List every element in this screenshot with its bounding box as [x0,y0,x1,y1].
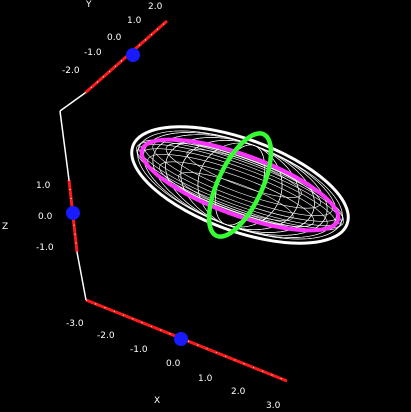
wireframe-latitude-line [159,161,315,227]
z-tick-label: -1.0 [36,243,54,253]
wireframe-longitude-line [143,132,337,238]
ellipsoid-longitude-lines [137,130,343,240]
z-axis: Z 1.0 0.0 -1.0 [2,110,87,301]
x-tick-label: 1.0 [198,374,213,384]
y-axis-name: Y [85,0,92,10]
x-axis-ticks [85,299,288,382]
x-tick-label: 0.0 [166,359,181,369]
z-tick-label: 0.0 [38,212,53,222]
ellipsoid-wireframe[interactable] [113,92,367,278]
z-axis-white-line-upper [59,110,70,181]
green-ring[interactable] [196,125,283,245]
y-tick-label: 1.0 [127,16,142,26]
x-tick-label: -1.0 [130,345,148,355]
x-tick-label: 2.0 [231,387,246,397]
z-axis-white-line-lower [76,251,87,301]
x-tick-label: -3.0 [66,319,84,329]
y-tick-label: -2.0 [62,66,80,76]
y-axis-marker[interactable] [126,48,140,62]
wireframe-longitude-line [143,132,337,238]
z-tick-label: 1.0 [36,181,51,191]
y-axis-red-segment [84,19,168,95]
y-tick-label: 0.0 [107,33,122,43]
wireframe-latitude-line [165,143,321,209]
z-axis-name: Z [2,222,8,232]
wireframe-latitude-line [136,141,344,229]
y-axis-white-line [59,92,86,112]
y-tick-label: 2.0 [148,2,163,12]
x-axis: X -3.0 -2.0 -1.0 0.0 1.0 2.0 3.0 [66,298,288,411]
x-tick-label: -2.0 [97,331,115,341]
ellipsoid-outline [130,125,350,245]
x-tick-label: 3.0 [266,401,281,411]
wireframe-longitude-line [137,130,343,240]
y-axis: Y 2.0 1.0 0.0 -1.0 -2.0 [59,0,168,112]
wireframe-latitude-line [178,172,294,221]
wireframe-latitude-line [152,140,333,217]
x-axis-marker[interactable] [174,332,188,346]
wireframe-latitude-line [138,139,344,226]
y-tick-label: -1.0 [84,48,102,58]
magenta-ring[interactable] [132,121,348,249]
z-axis-marker[interactable] [66,206,80,220]
x-axis-name: X [154,396,160,406]
wireframe-latitude-line [147,153,328,230]
